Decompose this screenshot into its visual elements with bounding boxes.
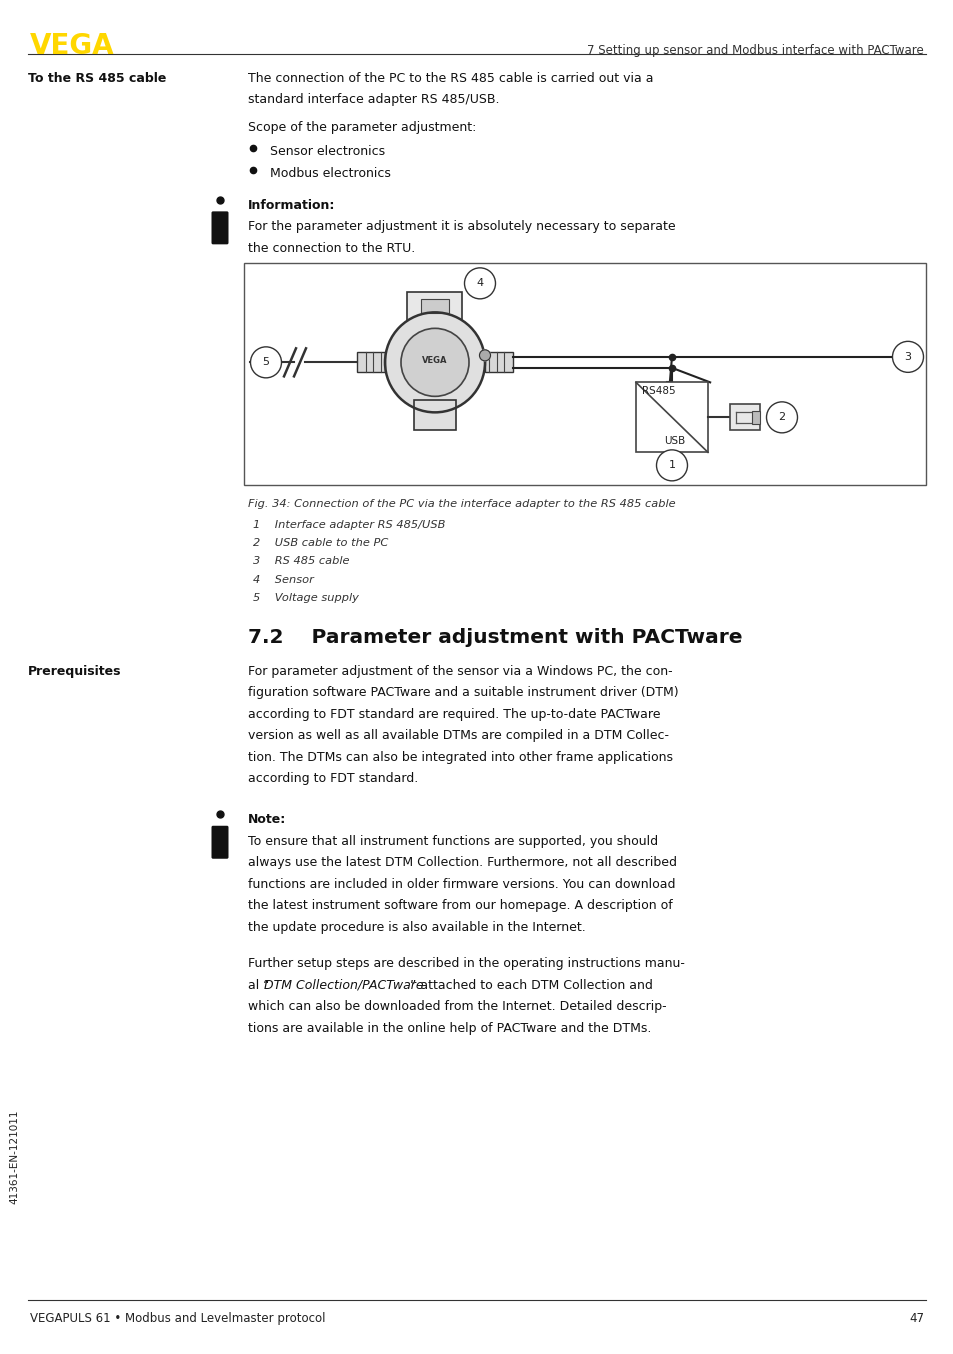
Text: Note:: Note: [248,814,286,826]
Text: The connection of the PC to the RS 485 cable is carried out via a: The connection of the PC to the RS 485 c… [248,72,653,85]
Text: 4    Sensor: 4 Sensor [253,574,314,585]
Text: 5: 5 [262,357,269,367]
Text: 1: 1 [668,460,675,470]
Text: 2: 2 [778,413,784,422]
Text: VEGAPULS 61 • Modbus and Levelmaster protocol: VEGAPULS 61 • Modbus and Levelmaster pro… [30,1312,325,1326]
Text: tion. The DTMs can also be integrated into other frame applications: tion. The DTMs can also be integrated in… [248,751,672,764]
Text: VEGA: VEGA [30,32,114,60]
Text: 47: 47 [908,1312,923,1326]
Text: figuration software PACTware and a suitable instrument driver (DTM): figuration software PACTware and a suita… [248,686,678,700]
Text: 3: 3 [903,352,910,362]
Bar [244,263,925,485]
FancyBboxPatch shape [212,211,229,244]
Text: the latest instrument software from our homepage. A description of: the latest instrument software from our … [248,899,672,913]
Text: 7 Setting up sensor and Modbus interface with PACTware: 7 Setting up sensor and Modbus interface… [587,43,923,57]
Bar [484,352,513,372]
Bar [356,352,385,372]
Text: For the parameter adjustment it is absolutely necessary to separate: For the parameter adjustment it is absol… [248,221,675,233]
Text: according to FDT standard.: according to FDT standard. [248,772,417,785]
Circle shape [892,341,923,372]
Text: Modbus electronics: Modbus electronics [270,167,391,180]
Text: 3    RS 485 cable: 3 RS 485 cable [253,556,349,566]
Text: Further setup steps are described in the operating instructions manu-: Further setup steps are described in the… [248,957,684,971]
Text: functions are included in older firmware versions. You can download: functions are included in older firmware… [248,877,675,891]
Bar [751,410,760,424]
Text: 4: 4 [476,279,483,288]
Text: RS485: RS485 [641,386,675,397]
Text: al “: al “ [248,979,270,991]
Text: DTM Collection/PACTware: DTM Collection/PACTware [263,979,423,991]
Text: 41361-EN-121011: 41361-EN-121011 [9,1109,19,1204]
Text: USB: USB [663,436,684,447]
Text: ” attached to each DTM Collection and: ” attached to each DTM Collection and [410,979,652,991]
Text: To the RS 485 cable: To the RS 485 cable [28,72,166,85]
Text: according to FDT standard are required. The up-to-date PACTware: according to FDT standard are required. … [248,708,659,720]
Bar [414,401,456,431]
Text: 2    USB cable to the PC: 2 USB cable to the PC [253,538,388,548]
Bar [636,382,707,452]
Text: 5    Voltage supply: 5 Voltage supply [253,593,358,603]
Text: always use the latest DTM Collection. Furthermore, not all described: always use the latest DTM Collection. Fu… [248,856,677,869]
Text: standard interface adapter RS 485/USB.: standard interface adapter RS 485/USB. [248,93,499,107]
Text: 1    Interface adapter RS 485/USB: 1 Interface adapter RS 485/USB [253,520,445,529]
Circle shape [479,349,490,362]
Circle shape [385,313,484,413]
Text: 7.2    Parameter adjustment with PACTware: 7.2 Parameter adjustment with PACTware [248,628,741,647]
Text: Fig. 34: Connection of the PC via the interface adapter to the RS 485 cable: Fig. 34: Connection of the PC via the in… [248,500,675,509]
Text: Prerequisites: Prerequisites [28,665,121,678]
Text: Scope of the parameter adjustment:: Scope of the parameter adjustment: [248,122,476,134]
Circle shape [656,450,687,481]
Text: VEGA: VEGA [422,356,447,364]
Circle shape [400,329,469,397]
Circle shape [765,402,797,433]
FancyBboxPatch shape [212,826,229,858]
Text: the connection to the RTU.: the connection to the RTU. [248,242,415,255]
Bar [407,292,462,325]
Text: Sensor electronics: Sensor electronics [270,145,385,158]
Text: For parameter adjustment of the sensor via a Windows PC, the con-: For parameter adjustment of the sensor v… [248,665,672,678]
Circle shape [251,347,281,378]
Bar [420,299,449,313]
Text: tions are available in the online help of PACTware and the DTMs.: tions are available in the online help o… [248,1022,651,1034]
Text: the update procedure is also available in the Internet.: the update procedure is also available i… [248,921,585,934]
Text: Information:: Information: [248,199,335,211]
Circle shape [464,268,495,299]
Text: version as well as all available DTMs are compiled in a DTM Collec-: version as well as all available DTMs ar… [248,730,668,742]
Bar [729,405,760,431]
Text: To ensure that all instrument functions are supported, you should: To ensure that all instrument functions … [248,835,658,848]
Text: which can also be downloaded from the Internet. Detailed descrip-: which can also be downloaded from the In… [248,1001,666,1013]
